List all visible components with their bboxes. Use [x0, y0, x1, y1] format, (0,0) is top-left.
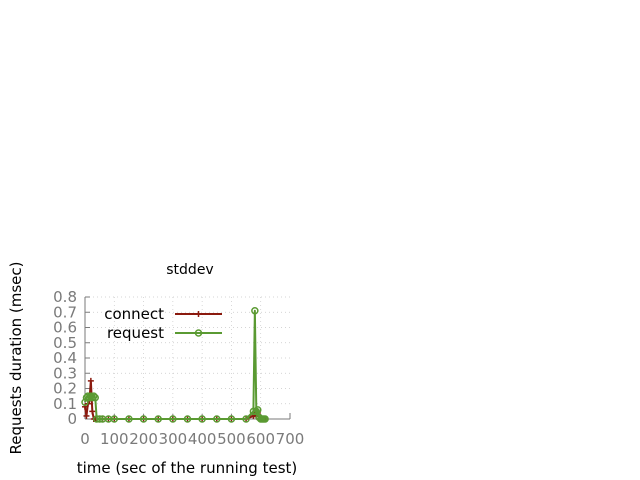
data-point-request: [139, 415, 148, 423]
y-axis-ticks: 00.10.20.30.40.50.60.70.8: [53, 288, 90, 428]
y-tick-label: 0.4: [53, 349, 77, 367]
y-tick-label: 0.7: [53, 303, 77, 321]
chart-title: stddev: [166, 262, 213, 278]
data-point-request: [227, 415, 236, 423]
data-point-request: [213, 415, 221, 423]
x-tick-label: 300: [159, 430, 188, 448]
x-tick-label: 0: [80, 430, 90, 448]
data-point-request: [110, 415, 119, 423]
x-axis-label: time (sec of the running test): [77, 459, 298, 477]
data-point-request: [154, 415, 162, 423]
data-point-request: [169, 415, 177, 423]
data-point-request: [254, 406, 262, 414]
x-tick-label: 500: [217, 430, 246, 448]
series-line-connect: [84, 379, 266, 420]
data-point-request: [252, 407, 261, 416]
legend-marker-request: [194, 329, 203, 337]
data-point-request: [183, 415, 192, 423]
data-point-request: [198, 415, 206, 423]
data-point-request: [88, 393, 97, 402]
y-tick-label: 0.2: [53, 380, 77, 398]
data-point-request: [81, 398, 89, 406]
y-tick-label: 0.5: [53, 334, 77, 352]
data-point-request: [91, 393, 99, 402]
data-point-request: [251, 306, 259, 315]
legend-label-connect: connect: [104, 305, 164, 323]
legend-marker-connect: [195, 311, 202, 317]
y-tick-label: 0: [67, 410, 77, 428]
x-tick-label: 100: [100, 430, 129, 448]
y-tick-label: 0.3: [53, 364, 77, 382]
data-point-connect: [83, 412, 90, 419]
data-point-request: [249, 407, 258, 416]
chart-series: [81, 306, 269, 423]
y-axis-label: Requests duration (msec): [7, 261, 25, 454]
x-tick-label: 400: [188, 430, 217, 448]
x-axis-ticks: 0 100 200 300 400 500 600 700: [80, 414, 304, 448]
y-tick-label: 0.8: [53, 288, 77, 306]
x-tick-label: 700: [276, 430, 305, 448]
data-point-request: [242, 415, 250, 423]
data-point-request: [90, 392, 98, 400]
legend-label-request: request: [107, 324, 164, 342]
data-point-request: [125, 415, 133, 423]
x-tick-label: 600: [246, 430, 275, 448]
data-point-connect: [89, 408, 96, 415]
data-point-request: [87, 392, 95, 400]
y-tick-label: 0.6: [53, 319, 77, 337]
x-tick-label: 200: [129, 430, 158, 448]
y-tick-label: 0.1: [53, 395, 77, 413]
data-point-connect: [87, 377, 94, 384]
data-point-request: [261, 415, 269, 423]
data-point-request: [95, 415, 104, 423]
